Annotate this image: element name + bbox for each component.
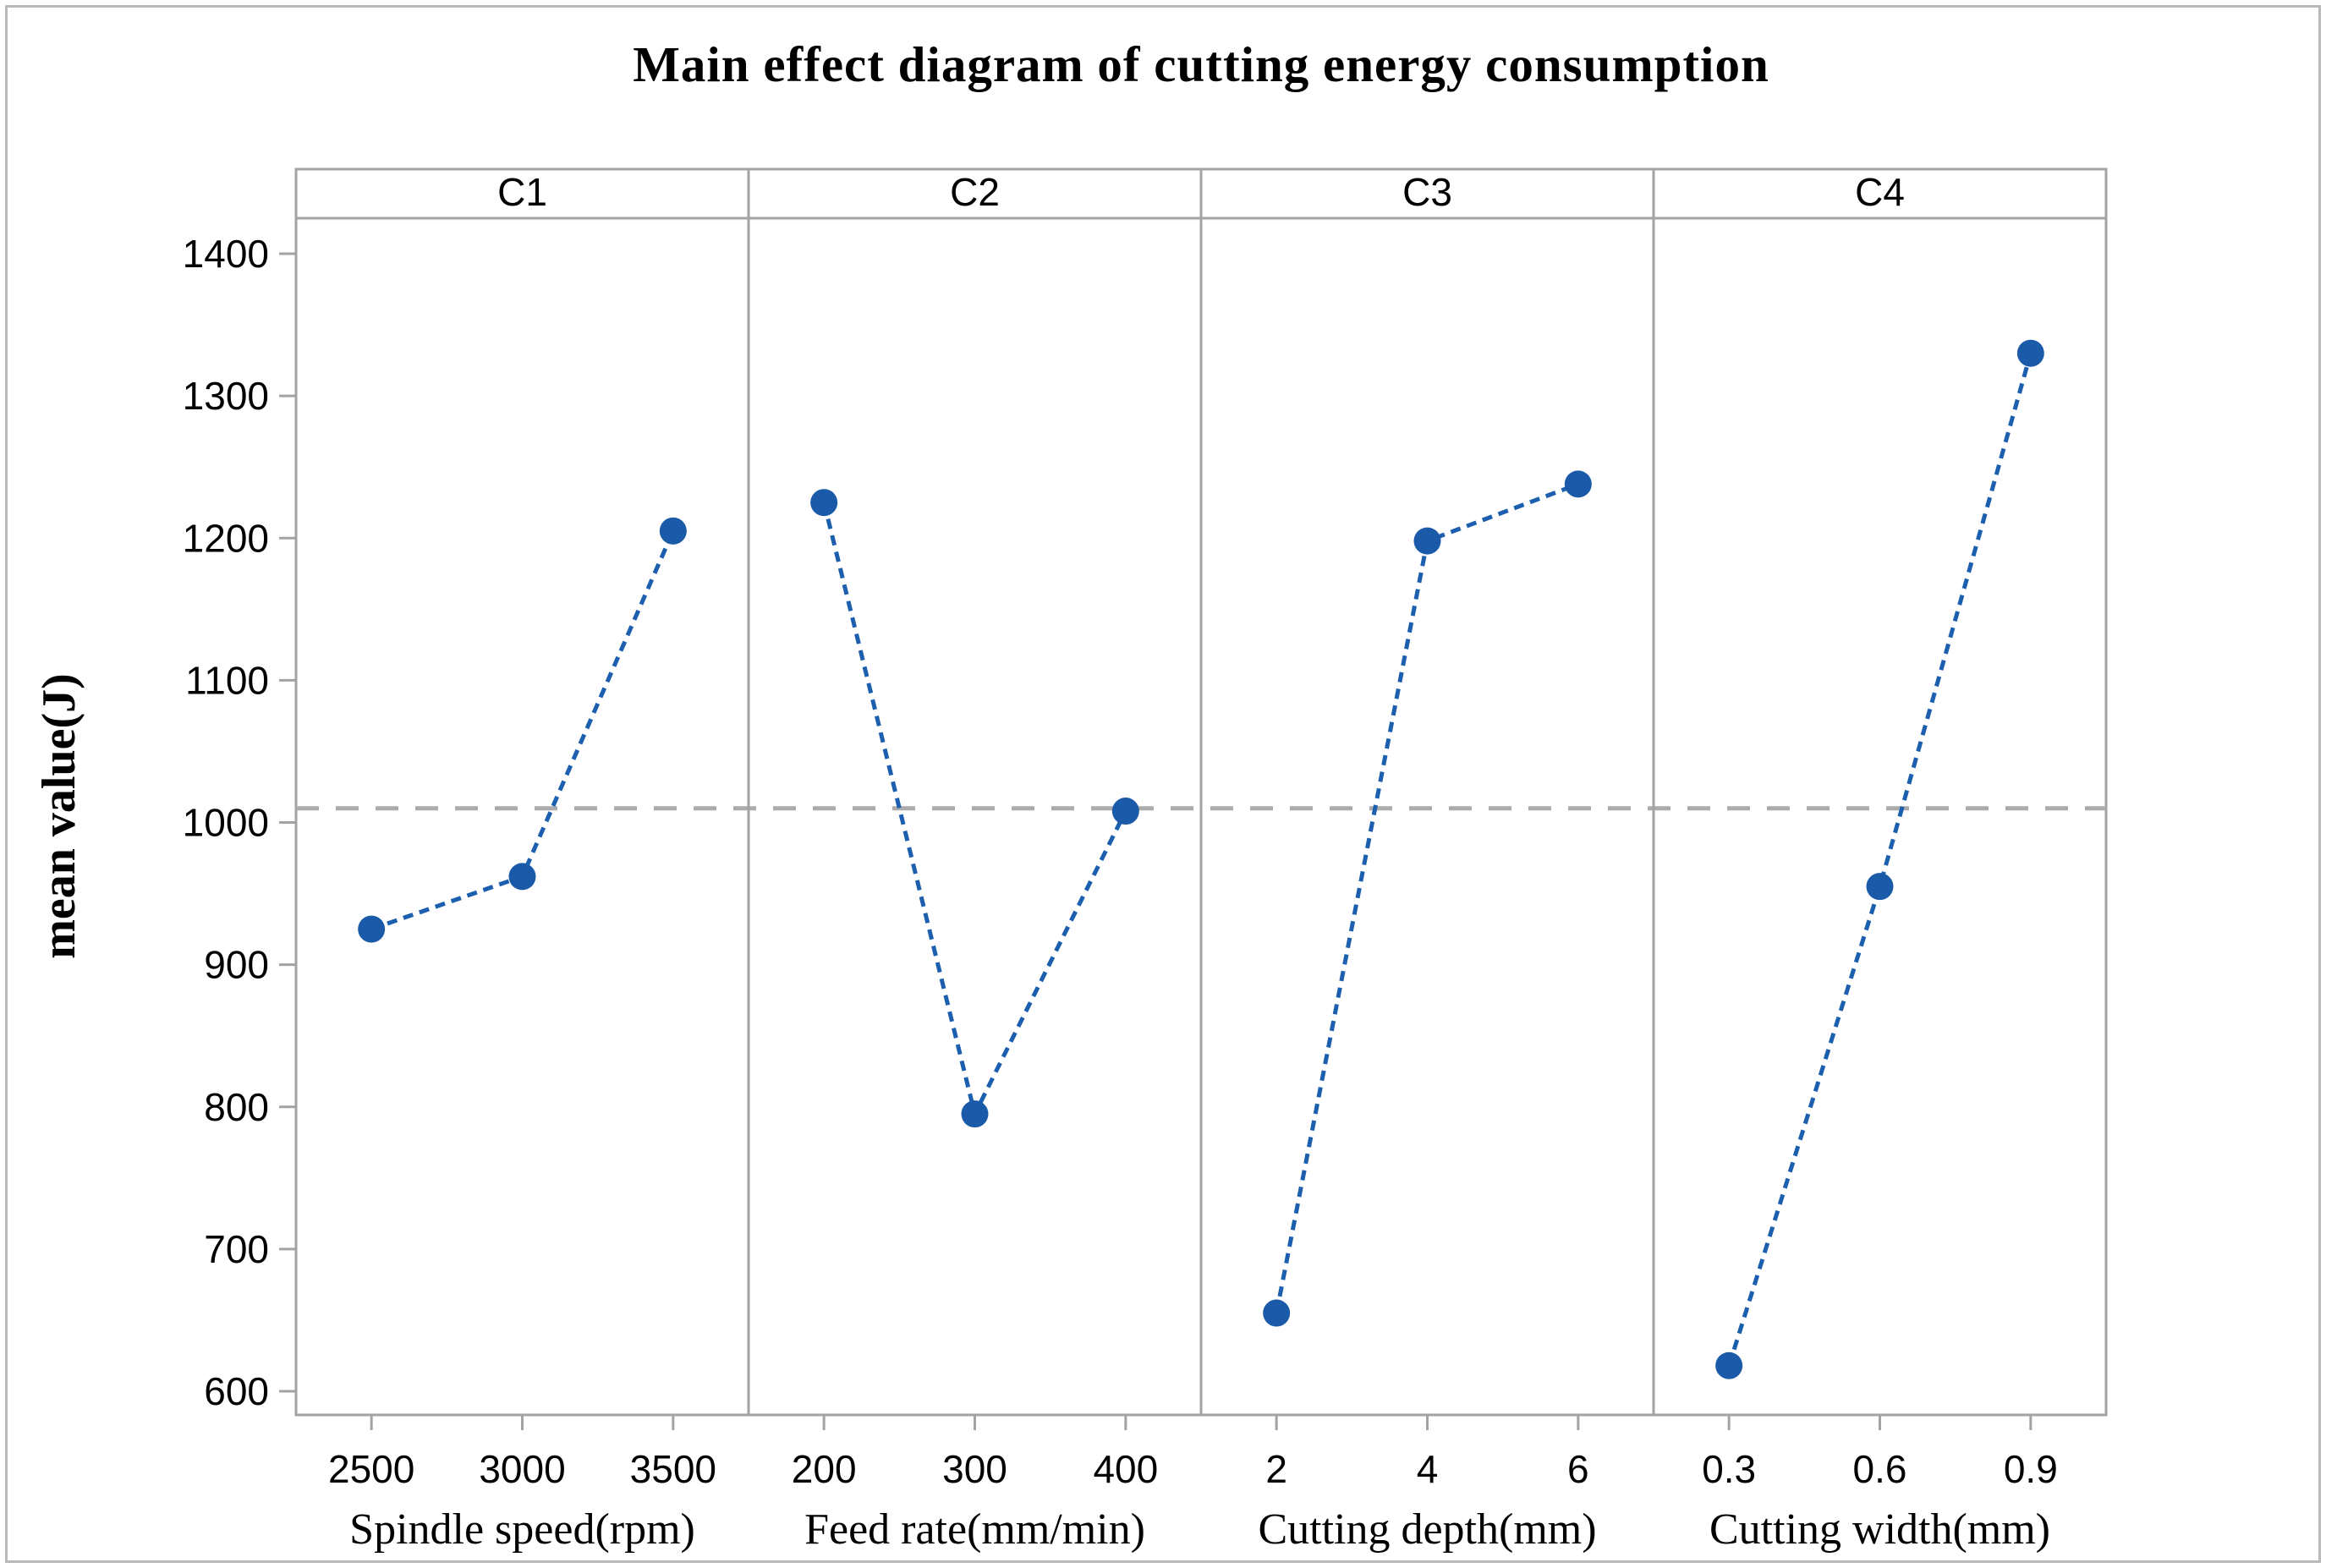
factor-label-c1: Spindle speed(rpm) — [349, 1505, 695, 1554]
series-line-c3 — [1274, 482, 1579, 1314]
data-point-c1-3000 — [508, 863, 536, 891]
x-tick-label-c3-4: 4 — [1417, 1447, 1439, 1491]
x-tick-label-c1-3500: 3500 — [630, 1447, 716, 1491]
panel-header-c2: C2 — [950, 170, 1000, 214]
data-point-c2-200 — [810, 489, 838, 517]
x-tick-label-c4-0.9: 0.9 — [2004, 1447, 2058, 1491]
x-tick-label-c1-3000: 3000 — [479, 1447, 565, 1491]
y-tick-label-700: 700 — [204, 1227, 269, 1271]
data-point-c1-3500 — [659, 517, 687, 545]
x-tick-label-c3-6: 6 — [1567, 1447, 1589, 1491]
data-point-c3-6 — [1564, 470, 1592, 498]
x-tick-label-c4-0.6: 0.6 — [1853, 1447, 1907, 1491]
panel-header-c3: C3 — [1402, 170, 1452, 214]
panel-header-c1: C1 — [497, 170, 547, 214]
figure-border — [5, 5, 2321, 1563]
data-point-c1-2500 — [358, 915, 386, 943]
y-tick-label-1200: 1200 — [183, 516, 269, 560]
factor-label-c4: Cutting width(mm) — [1709, 1505, 2050, 1554]
y-tick-label-1000: 1000 — [183, 801, 269, 845]
y-tick-label-600: 600 — [204, 1369, 269, 1413]
y-tick-label-800: 800 — [204, 1085, 269, 1129]
x-tick-label-c2-400: 400 — [1093, 1447, 1158, 1491]
data-point-c3-4 — [1413, 527, 1441, 555]
data-point-c2-300 — [961, 1100, 989, 1128]
factor-label-c3: Cutting depth(mm) — [1258, 1505, 1596, 1554]
y-tick-label-1100: 1100 — [185, 658, 269, 702]
data-point-c2-400 — [1111, 798, 1139, 825]
series-line-c4 — [1726, 353, 2033, 1367]
factor-label-c2: Feed rate(mm/min) — [804, 1505, 1145, 1554]
x-tick-label-c1-2500: 2500 — [328, 1447, 414, 1491]
x-tick-label-c4-0.3: 0.3 — [1702, 1447, 1756, 1491]
data-point-c4-0.3 — [1715, 1351, 1743, 1379]
data-point-c4-0.6 — [1866, 873, 1894, 901]
y-tick-label-1300: 1300 — [183, 374, 269, 418]
x-tick-label-c3-2: 2 — [1265, 1447, 1287, 1491]
chart-title: Main effect diagram of cutting energy co… — [633, 36, 1769, 92]
x-tick-label-c2-300: 300 — [942, 1447, 1007, 1491]
panel-header-c4: C4 — [1855, 170, 1905, 214]
y-tick-label-1400: 1400 — [183, 232, 269, 276]
data-point-c4-0.9 — [2016, 339, 2044, 367]
y-tick-label-900: 900 — [204, 943, 269, 987]
x-tick-label-c2-200: 200 — [792, 1447, 857, 1491]
data-point-c3-2 — [1263, 1299, 1291, 1327]
